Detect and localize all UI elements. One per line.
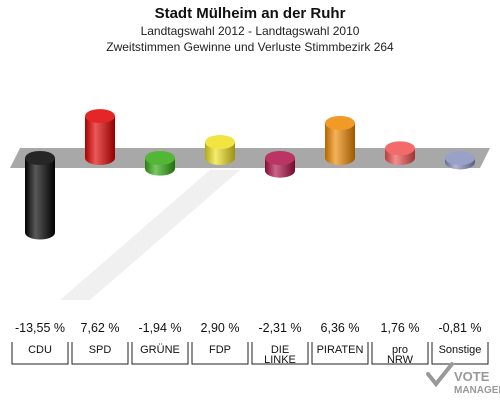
svg-text:PIRATEN: PIRATEN: [317, 344, 364, 356]
bar-cdu: [25, 151, 55, 240]
category-label: FDP: [191, 342, 249, 365]
svg-text:pro: pro: [392, 344, 408, 356]
checkmark-icon: [426, 362, 454, 388]
svg-text:Sonstige: Sonstige: [439, 344, 482, 356]
bar-spd: [85, 109, 115, 165]
value-label: 2,90 %: [201, 321, 240, 335]
category-label: PIRATEN: [311, 342, 369, 365]
shadow-decoration: [60, 170, 240, 300]
svg-text:LINKE: LINKE: [264, 354, 296, 366]
bar-sonstige: [445, 151, 475, 170]
value-label: 6,36 %: [321, 321, 360, 335]
chart-subtitle-2: Zweitstimmen Gewinne und Verluste Stimmb…: [106, 40, 394, 54]
svg-text:DIE: DIE: [271, 344, 289, 356]
svg-text:NRW: NRW: [387, 354, 414, 366]
svg-text:SPD: SPD: [89, 344, 112, 356]
vote-manager-logo: VOTE MANAGER: [426, 362, 500, 396]
chart-subtitle: Landtagswahl 2012 - Landtagswahl 2010: [141, 24, 360, 38]
category-label: Sonstige: [431, 342, 489, 365]
value-label: -13,55 %: [15, 321, 65, 335]
category-label: SPD: [71, 342, 129, 365]
value-label: -0,81 %: [438, 321, 481, 335]
svg-text:GRÜNE: GRÜNE: [140, 344, 180, 356]
value-label: 1,76 %: [381, 321, 420, 335]
value-label: 7,62 %: [81, 321, 120, 335]
bar-fdp: [205, 135, 235, 165]
bar-piraten: [325, 116, 355, 165]
chart-title: Stadt Mülheim an der Ruhr: [155, 5, 346, 22]
category-label: GRÜNE: [131, 342, 189, 365]
logo-line-2: MANAGER: [454, 385, 500, 396]
bar-grüne: [145, 151, 175, 176]
svg-text:FDP: FDP: [209, 344, 231, 356]
bar-die-linke: [265, 151, 295, 178]
logo-line-1: VOTE: [454, 369, 490, 384]
value-label: -2,31 %: [258, 321, 301, 335]
category-label: CDU: [11, 342, 69, 365]
svg-text:CDU: CDU: [28, 344, 52, 356]
baseline-plane: [10, 148, 490, 168]
value-label: -1,94 %: [138, 321, 181, 335]
bar-pro-nrw: [385, 141, 415, 165]
